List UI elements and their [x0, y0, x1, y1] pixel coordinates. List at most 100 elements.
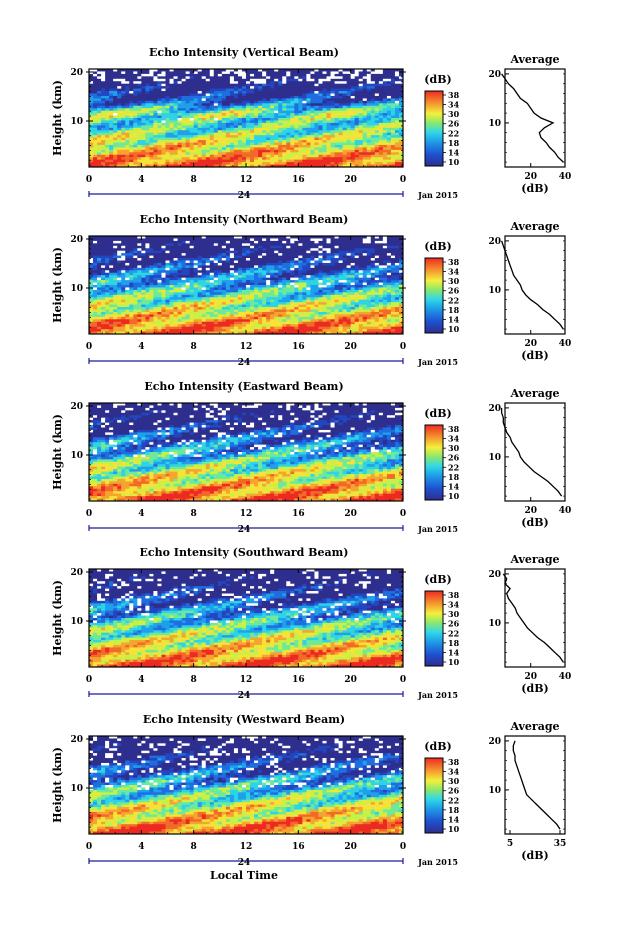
heatmap-cell: [181, 248, 187, 252]
heatmap-cell: [109, 262, 114, 266]
heatmap-cell: [374, 108, 380, 112]
heatmap-cell: [338, 277, 344, 281]
heatmap-cell: [354, 287, 360, 291]
heatmap-cell: [266, 277, 271, 281]
heatmap-cell: [113, 137, 118, 141]
heatmap-cell: [137, 73, 142, 77]
heatmap-cell: [298, 108, 303, 112]
heatmap-cell: [246, 115, 251, 119]
heatmap-cell: [314, 98, 319, 102]
heatmap-cell: [221, 142, 227, 146]
heatmap-cell: [153, 144, 158, 148]
heatmap-cell: [217, 285, 223, 288]
heatmap-cell: [177, 258, 182, 261]
heatmap-cell: [382, 103, 388, 107]
heatmap-cell: [125, 285, 130, 288]
heatmap-cell: [165, 130, 170, 134]
heatmap-cell: [342, 120, 348, 124]
heatmap-cell: [97, 83, 102, 87]
heatmap-cell: [129, 255, 134, 259]
heatmap-cell: [121, 76, 126, 80]
heatmap-cell: [109, 98, 114, 102]
heatmap-cell: [113, 250, 118, 254]
heatmap-cell: [201, 243, 207, 247]
heatmap-cell: [250, 115, 255, 119]
heatmap-cell: [302, 95, 307, 99]
heatmap-cell: [93, 262, 98, 266]
heatmap-cell: [282, 277, 287, 281]
heatmap-cell: [246, 69, 251, 72]
heatmap-cell: [382, 265, 388, 269]
heatmap-cell: [250, 130, 255, 134]
heatmap-cell: [141, 120, 146, 124]
heatmap-cell: [113, 91, 118, 94]
heatmap-cell: [181, 83, 187, 87]
heatmap-cell: [93, 265, 98, 269]
heatmap-cell: [169, 265, 174, 269]
heatmap-cell: [362, 253, 368, 256]
heatmap-cell: [394, 164, 400, 168]
heatmap-cell: [250, 157, 255, 161]
heatmap-cell: [145, 270, 150, 274]
heatmap-cell: [137, 255, 142, 259]
heatmap-cell: [366, 108, 372, 112]
heatmap-cell: [181, 132, 187, 136]
heatmap-cell: [197, 240, 203, 244]
heatmap-cell: [262, 144, 267, 148]
heatmap-cell: [237, 98, 243, 102]
heatmap-cell: [225, 236, 231, 239]
heatmap-cell: [165, 144, 170, 148]
heatmap-cell: [109, 275, 114, 279]
heatmap-cell: [374, 125, 380, 129]
heatmap-cell: [177, 122, 182, 126]
heatmap-cell: [209, 105, 215, 109]
heatmap-cell: [129, 258, 134, 261]
heatmap-cell: [145, 147, 150, 151]
heatmap-cell: [233, 277, 239, 281]
heatmap-cell: [125, 88, 130, 92]
heatmap-cell: [322, 98, 327, 102]
heatmap-cell: [173, 100, 178, 104]
heatmap-cell: [330, 113, 335, 116]
heatmap-cell: [278, 95, 283, 99]
heatmap-cell: [342, 71, 348, 75]
heatmap-cell: [266, 69, 271, 72]
heatmap-cell: [370, 164, 376, 168]
heatmap-cell: [237, 238, 243, 242]
heatmap-cell: [89, 125, 94, 129]
heatmap-cell: [310, 243, 315, 247]
heatmap-cell: [250, 162, 255, 165]
heatmap-cell: [358, 236, 364, 239]
heatmap-cell: [153, 130, 158, 134]
heatmap-cell: [209, 98, 215, 102]
heatmap-cell: [302, 120, 307, 124]
heatmap-cell: [125, 262, 130, 266]
heatmap-cell: [278, 140, 283, 143]
heatmap-cell: [93, 270, 98, 274]
heatmap-cell: [169, 115, 174, 119]
heatmap-cell: [306, 78, 311, 82]
heatmap-cell: [181, 103, 187, 107]
heatmap-cell: [262, 115, 267, 119]
heatmap-cell: [310, 120, 315, 124]
heatmap-cell: [354, 125, 360, 129]
heatmap-cell: [125, 81, 130, 85]
heatmap-cell: [246, 272, 251, 276]
heatmap-cell: [209, 255, 215, 259]
heatmap-cell: [282, 120, 287, 124]
heatmap-cell: [205, 250, 211, 254]
heatmap-cell: [254, 287, 259, 291]
heatmap-cell: [310, 144, 315, 148]
heatmap-cell: [173, 86, 178, 89]
heatmap-cell: [270, 157, 275, 161]
heatmap-cell: [326, 86, 331, 89]
heatmap-cell: [153, 122, 158, 126]
heatmap-cell: [129, 162, 134, 165]
heatmap-cell: [93, 127, 98, 131]
heatmap-cell: [145, 98, 150, 102]
heatmap-cell: [125, 154, 130, 158]
heatmap-cell: [310, 86, 315, 89]
heatmap-cell: [366, 125, 372, 129]
heatmap-cell: [225, 260, 231, 264]
heatmap-cell: [374, 140, 380, 143]
